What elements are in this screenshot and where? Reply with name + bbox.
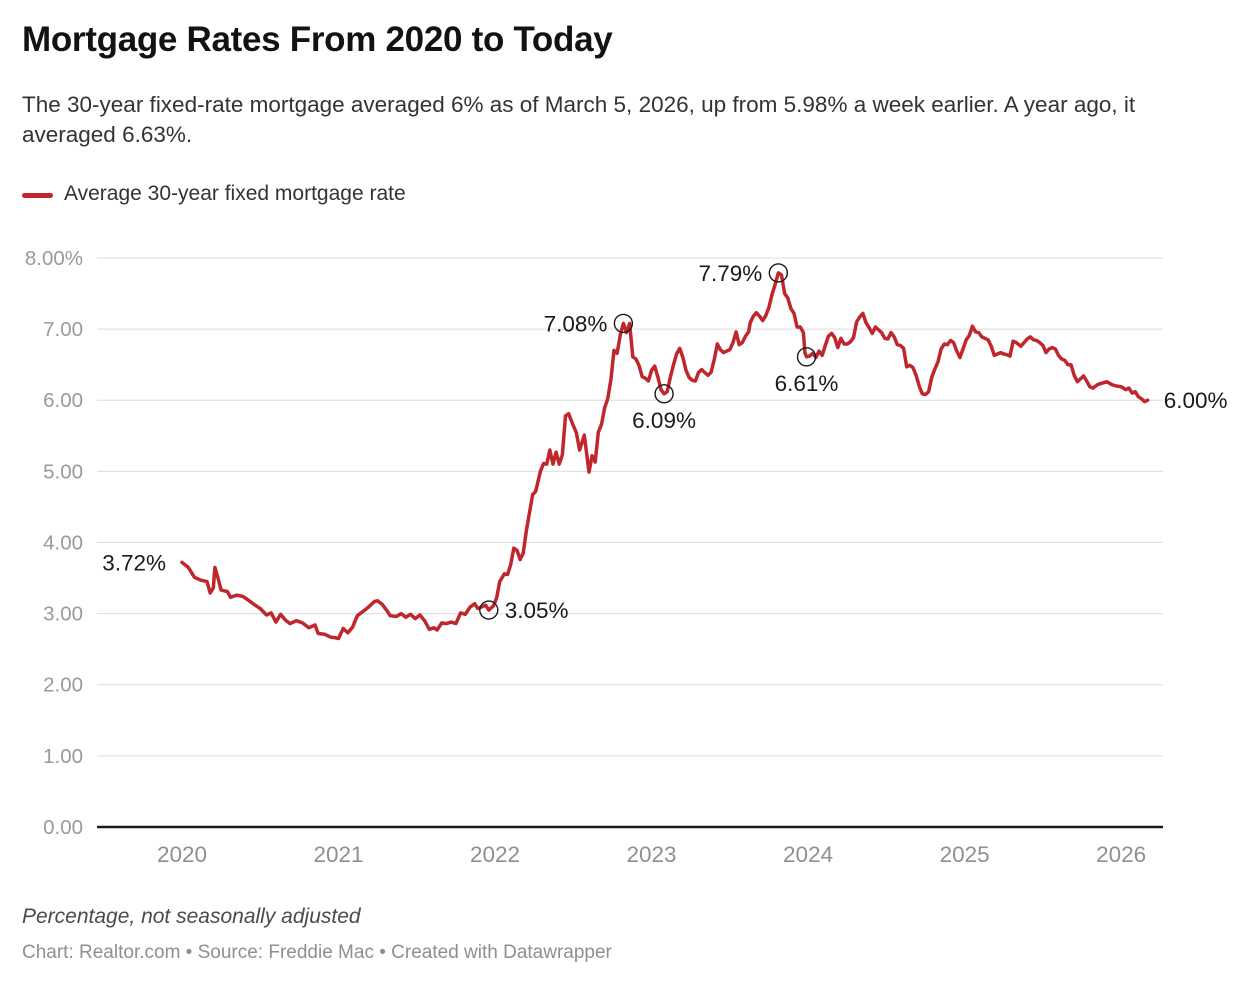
marker-circle <box>479 600 499 620</box>
x-tick-label: 2024 <box>783 842 833 867</box>
y-tick-label: 1.00 <box>43 745 83 768</box>
chart-title: Mortgage Rates From 2020 to Today <box>22 20 613 59</box>
marker-circle <box>654 384 674 404</box>
legend-line-swatch <box>22 192 53 198</box>
y-tick-label: 2.00 <box>43 674 83 697</box>
marker-circle <box>796 347 817 367</box>
x-tick-label: 2022 <box>470 842 520 867</box>
series-line <box>180 271 1150 641</box>
y-tick-label: 0.00 <box>43 816 83 839</box>
x-tick-label: 2025 <box>940 842 990 867</box>
annotation-label: 3.05% <box>505 598 569 623</box>
y-tick-label: 7.00 <box>43 318 83 341</box>
y-tick-label: 4.00 <box>43 531 83 554</box>
x-tick-label: 2021 <box>313 842 363 867</box>
axis-note: Percentage, not seasonally adjusted <box>22 905 361 928</box>
annotation-label: 6.00% <box>1164 388 1228 413</box>
annotation-label: 6.61% <box>775 371 839 396</box>
x-tick-label: 2023 <box>627 842 677 867</box>
chart-subtitle: The 30-year fixed-rate mortgage averaged… <box>22 92 1136 147</box>
x-tick-label: 2026 <box>1096 842 1146 867</box>
x-tick-label: 2020 <box>157 842 207 867</box>
marker-circle <box>768 263 789 283</box>
annotation-label: 6.09% <box>632 408 696 433</box>
legend-label: Average 30-year fixed mortgage rate <box>64 182 406 205</box>
mortgage-rate-line-chart: 8.00% 7.00 6.00 5.00 4.00 3.00 2.00 1.00 0.00 202… <box>25 247 1228 867</box>
annotation-label: 7.08% <box>544 311 608 336</box>
y-tick-label: 5.00 <box>43 460 83 483</box>
marker-circle <box>613 313 634 334</box>
attribution: Chart: Realtor.com • Source: Freddie Mac… <box>22 942 612 963</box>
legend: Average 30-year fixed mortgage rate <box>22 182 406 206</box>
y-tick-label: 6.00 <box>43 389 83 412</box>
y-tick-label: 3.00 <box>43 603 83 626</box>
annotation-label: 7.79% <box>699 261 763 286</box>
annotation-label: 3.72% <box>102 550 166 575</box>
y-tick-label: 8.00% <box>25 247 83 270</box>
